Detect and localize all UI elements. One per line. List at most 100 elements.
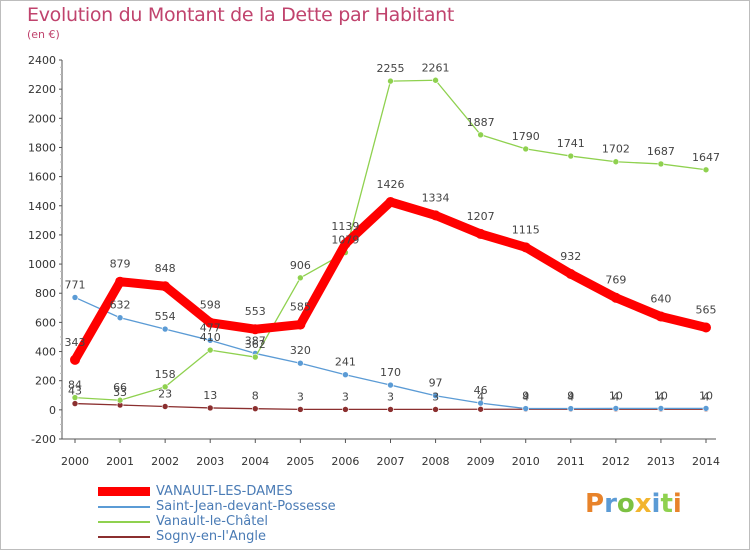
data-point — [432, 392, 439, 400]
data-label: 848 — [155, 262, 176, 275]
data-point — [161, 403, 169, 410]
y-tick-label: 1200 — [28, 229, 56, 242]
logo-letter: P — [585, 489, 605, 519]
y-tick-label: 200 — [35, 375, 56, 388]
data-point — [387, 381, 394, 389]
data-label: 4 — [612, 390, 619, 403]
x-tick-label: 2003 — [196, 455, 224, 468]
data-label: 4 — [522, 390, 529, 403]
data-label: 1702 — [602, 143, 630, 156]
data-label: 362 — [245, 338, 266, 351]
legend-swatch — [98, 521, 150, 523]
data-point — [251, 405, 259, 412]
data-label: 1790 — [512, 130, 540, 143]
data-point — [115, 276, 126, 287]
data-point — [657, 160, 665, 168]
data-label: 632 — [110, 299, 131, 312]
chart-subtitle: (en €) — [27, 28, 60, 41]
data-point — [522, 145, 530, 153]
data-label: 554 — [155, 310, 176, 323]
data-label: 1887 — [467, 116, 495, 129]
y-tick-label: 0 — [49, 404, 56, 417]
y-tick-label: 800 — [35, 287, 56, 300]
legend-swatch — [98, 506, 150, 508]
legend-swatch — [98, 536, 150, 538]
data-label: 84 — [68, 379, 82, 392]
y-tick-label: 2400 — [28, 54, 56, 67]
series-line — [74, 79, 707, 401]
legend-item-sogny-en-l-angle: Sogny-en-l'Angle — [98, 529, 398, 544]
legend-swatch — [98, 487, 150, 496]
data-label: 8 — [252, 390, 259, 403]
data-point — [297, 359, 304, 367]
data-label: 9 — [567, 390, 574, 403]
legend-item-vanault-le-chatel: Vanault-le-Châtel — [98, 514, 398, 529]
data-point — [475, 228, 486, 239]
data-point — [702, 166, 710, 174]
data-label: 10 — [609, 389, 623, 402]
data-label: 3 — [342, 390, 349, 403]
data-point — [205, 317, 216, 328]
data-point — [206, 404, 214, 412]
data-label: 2261 — [422, 61, 450, 74]
x-tick-label: 2010 — [512, 455, 540, 468]
y-tick-label: 400 — [35, 346, 56, 359]
data-label: 158 — [155, 368, 176, 381]
data-label: 3 — [387, 390, 394, 403]
y-tick-label: 1400 — [28, 200, 56, 213]
data-label: 1741 — [557, 137, 585, 150]
data-label: 4 — [703, 390, 710, 403]
x-tick-label: 2009 — [467, 455, 495, 468]
data-point — [565, 268, 576, 279]
data-point — [567, 405, 575, 412]
data-point — [71, 294, 79, 301]
data-point — [116, 396, 124, 404]
data-label: 10 — [654, 389, 668, 402]
data-label: 4 — [477, 390, 484, 403]
data-point — [70, 354, 80, 365]
data-label: 553 — [245, 305, 266, 318]
data-label: 13 — [203, 389, 217, 402]
logo-letter: i — [651, 489, 661, 519]
data-point — [385, 196, 396, 207]
y-tick-label: 1600 — [28, 171, 56, 184]
x-tick-label: 2001 — [106, 455, 134, 468]
legend-label: Vanault-le-Châtel — [156, 514, 268, 529]
y-tick-label: 1800 — [28, 141, 56, 154]
data-label: 1079 — [331, 234, 359, 247]
data-label: 410 — [200, 331, 221, 344]
data-label: 4 — [657, 390, 664, 403]
data-point — [432, 76, 439, 84]
data-label: 2255 — [377, 62, 405, 75]
data-label: 10 — [699, 389, 713, 402]
x-tick-label: 2007 — [377, 455, 405, 468]
proxiti-logo: Proxiti — [585, 489, 682, 519]
x-tick-label: 2008 — [422, 455, 450, 468]
data-point — [71, 394, 79, 401]
data-point — [297, 274, 304, 282]
data-point — [520, 242, 531, 253]
data-point — [612, 405, 620, 412]
data-point — [477, 131, 484, 139]
data-point — [387, 406, 394, 413]
data-label: 477 — [200, 321, 221, 334]
legend-item-vanault-les-dames: VANAULT-LES-DAMES — [98, 484, 398, 499]
data-label: 1139 — [331, 220, 359, 233]
data-point — [116, 314, 124, 322]
data-point — [701, 322, 711, 333]
data-point — [342, 371, 349, 379]
data-label: 387 — [245, 334, 266, 347]
data-label: 585 — [290, 301, 311, 314]
y-tick-label: 1000 — [28, 258, 56, 271]
data-label: 932 — [560, 250, 581, 263]
x-tick-label: 2002 — [151, 455, 179, 468]
chart-title: Evolution du Montant de la Dette par Hab… — [27, 4, 455, 26]
data-point — [295, 319, 306, 330]
data-label: 320 — [290, 344, 311, 357]
data-label: 771 — [65, 278, 86, 291]
data-label: 43 — [68, 385, 82, 398]
data-point — [250, 324, 261, 335]
data-point — [161, 325, 169, 333]
